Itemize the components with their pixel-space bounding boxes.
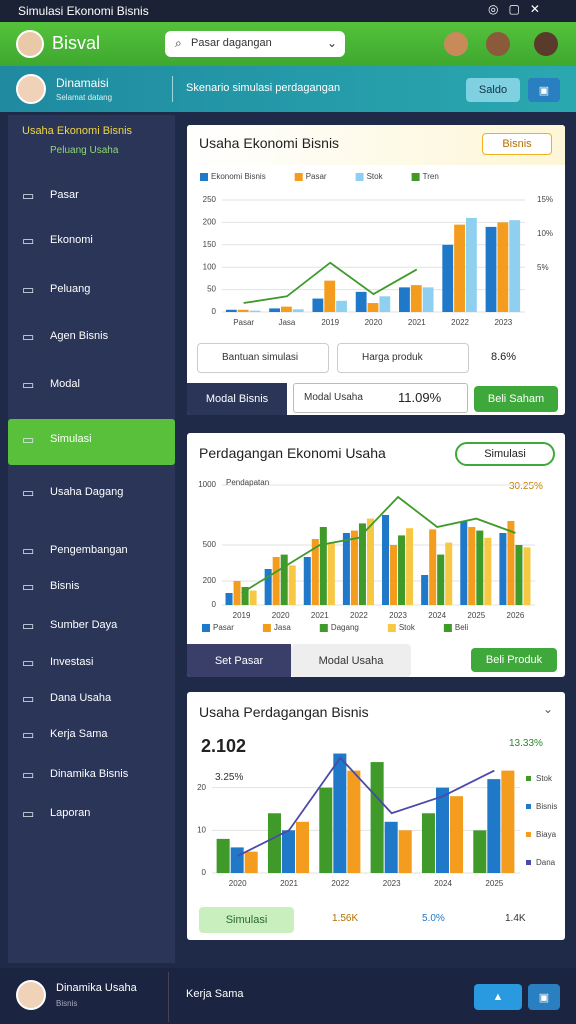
- user-sub: Bisnis: [56, 999, 78, 1008]
- menu-item[interactable]: Pengembangan: [50, 544, 128, 556]
- panel: Perdagangan Ekonomi Usaha Simulasi 30.25…: [187, 433, 565, 677]
- buy-button[interactable]: Beli Produk: [471, 648, 557, 672]
- header: Bisval ⌕ Pasar dagangan ⌄: [0, 22, 576, 66]
- sidebar-heading: Usaha Ekonomi Bisnis: [22, 125, 133, 137]
- menu-icon[interactable]: ▭: [22, 727, 35, 742]
- avatar[interactable]: [16, 980, 46, 1010]
- search-box[interactable]: ⌕ Pasar dagangan ⌄: [165, 31, 345, 57]
- title-bar: Simulasi Ekonomi Bisnis ◎ ▢ ✕: [0, 0, 576, 22]
- stat: 8.6%: [491, 351, 517, 363]
- window-title: Simulasi Ekonomi Bisnis: [18, 4, 149, 18]
- menu-item[interactable]: Dinamika Bisnis: [50, 768, 129, 780]
- panel-title: Perdagangan Ekonomi Usaha: [199, 445, 386, 461]
- menu-item[interactable]: Bisnis: [50, 580, 80, 592]
- menu-item[interactable]: Ekonomi: [50, 234, 93, 246]
- menu-item[interactable]: Dana Usaha: [50, 692, 112, 704]
- menu-icon[interactable]: ▭: [22, 432, 35, 447]
- menu-item[interactable]: Agen Bisnis: [50, 330, 109, 342]
- collapse[interactable]: ⌄: [543, 702, 554, 716]
- avatar[interactable]: [534, 32, 558, 56]
- footer-label: Modal Bisnis: [187, 383, 287, 415]
- menu-item[interactable]: Sumber Daya: [50, 619, 118, 631]
- bottom-bar: Dinamika Usaha Bisnis Kerja Sama ▲ ▣: [0, 968, 576, 1024]
- badge[interactable]: Bisnis: [482, 133, 552, 155]
- big-number: 2.102: [201, 736, 247, 756]
- window-controls[interactable]: ◎ ▢ ✕: [488, 2, 540, 16]
- brand: Bisval: [52, 33, 101, 53]
- avatar[interactable]: [486, 32, 510, 56]
- panel: Usaha Perdagangan Bisnis ⌄ 2.102 3.25% 1…: [187, 692, 565, 940]
- menu-icon[interactable]: ▭: [22, 485, 35, 500]
- menu-item[interactable]: Laporan: [50, 807, 91, 819]
- buy-button[interactable]: Beli Saham: [474, 386, 558, 412]
- menu-icon[interactable]: ▭: [22, 579, 35, 594]
- dropdown[interactable]: Harga produk: [337, 343, 469, 373]
- badge[interactable]: Simulasi: [455, 442, 555, 466]
- control-text: Bantuan simulasi: [222, 352, 299, 363]
- input-label: Modal Usaha: [304, 392, 363, 403]
- divider: [172, 76, 173, 102]
- menu-icon[interactable]: ▭: [22, 329, 35, 344]
- stat: 1.4K: [505, 913, 526, 924]
- user-name: Dinamaisi: [56, 76, 109, 90]
- menu-item[interactable]: Investasi: [50, 656, 94, 668]
- menu-icon[interactable]: ▭: [22, 188, 35, 203]
- balance-button[interactable]: Saldo: [466, 78, 520, 102]
- avatar[interactable]: [16, 30, 44, 58]
- footer-label: Set Pasar: [187, 644, 291, 677]
- menu-item[interactable]: Pasar: [50, 189, 79, 201]
- stat: 5.0%: [422, 913, 445, 924]
- menu-icon[interactable]: ▭: [22, 377, 35, 392]
- active-item[interactable]: [8, 419, 175, 465]
- menu-icon[interactable]: ▭: [22, 691, 35, 706]
- footer-input[interactable]: Modal Usaha: [291, 644, 411, 677]
- panel: Usaha Ekonomi Bisnis Bisnis Bantuan simu…: [187, 125, 565, 415]
- sub-stat: 3.25%: [215, 772, 244, 783]
- avatar[interactable]: [16, 74, 46, 104]
- menu-item[interactable]: Modal: [50, 378, 80, 390]
- menu-icon[interactable]: ▭: [22, 543, 35, 558]
- caption: Skenario simulasi perdagangan: [186, 82, 341, 94]
- menu-item[interactable]: Simulasi: [50, 433, 92, 445]
- menu-icon[interactable]: ▭: [22, 233, 35, 248]
- menu-icon[interactable]: ▭: [22, 806, 35, 821]
- avatar[interactable]: [444, 32, 468, 56]
- note: 13.33%: [509, 738, 543, 749]
- sidebar: Usaha Ekonomi Bisnis Peluang Usaha ▭ Pasa…: [8, 115, 175, 963]
- caption: Kerja Sama: [186, 988, 244, 1000]
- menu-icon[interactable]: ▭: [22, 282, 35, 297]
- control[interactable]: Bantuan simulasi: [197, 343, 329, 373]
- menu-item[interactable]: Usaha Dagang: [50, 486, 124, 498]
- stat: 1.56K: [332, 913, 359, 924]
- panel-title: Usaha Perdagangan Bisnis: [199, 704, 369, 720]
- search-text: Pasar dagangan: [191, 37, 272, 49]
- subheader: Dinamaisi Selamat datang Skenario simula…: [0, 66, 576, 112]
- menu-icon[interactable]: ▭: [22, 655, 35, 670]
- panel-title: Usaha Ekonomi Bisnis: [199, 135, 340, 151]
- menu-icon[interactable]: ▭: [22, 618, 35, 633]
- menu-item[interactable]: Peluang: [50, 283, 91, 295]
- control-text: Harga produk: [362, 352, 423, 363]
- stat[interactable]: Simulasi: [199, 907, 294, 933]
- input[interactable]: Modal Usaha 11.09%: [293, 383, 468, 413]
- note: 30.25%: [509, 481, 543, 492]
- action-button[interactable]: ▲: [474, 984, 522, 1010]
- menu-icon[interactable]: ▭: [22, 767, 35, 782]
- wallet-button[interactable]: ▣: [528, 78, 560, 102]
- user-name: Dinamika Usaha: [56, 982, 137, 994]
- action-button[interactable]: ▣: [528, 984, 560, 1010]
- divider: [168, 972, 169, 1022]
- user-sub: Selamat datang: [56, 93, 113, 102]
- sidebar-subheading: Peluang Usaha: [50, 145, 119, 156]
- input-value: 11.09%: [398, 390, 442, 405]
- menu-item[interactable]: Kerja Sama: [50, 728, 108, 740]
